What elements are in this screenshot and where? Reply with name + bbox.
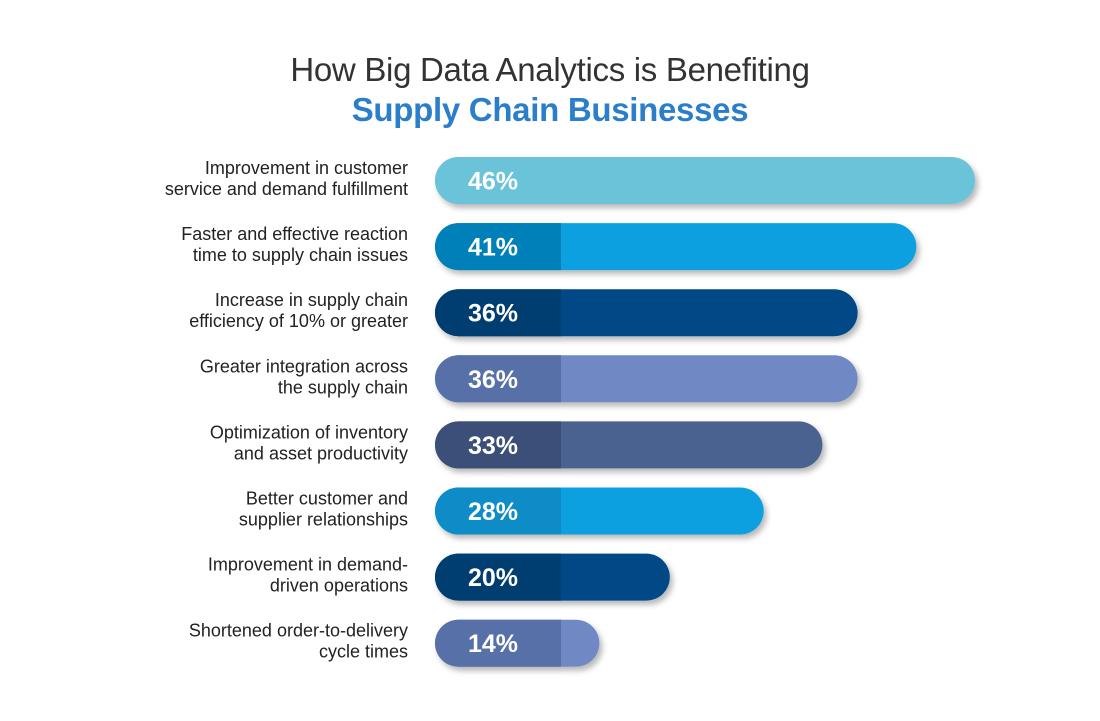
bar-value-block-1: [434, 157, 561, 204]
category-label-2: Faster and effective reaction time to sup…: [181, 224, 408, 265]
bar-5: [434, 421, 823, 469]
category-label-line: and asset productivity: [234, 443, 408, 463]
chart-title-line2: Supply Chain Businesses: [351, 91, 749, 128]
value-label-1: 46%: [468, 168, 518, 196]
bars-group: 46% Improvement in customer service and de…: [165, 157, 976, 667]
bar-value-block-2: [434, 223, 561, 271]
bar-1: [434, 157, 976, 204]
bar-value-block-8: [434, 619, 561, 667]
category-label-4: Greater integration across the supply cha…: [200, 356, 408, 397]
value-label-5: 33%: [468, 432, 518, 460]
bar-value-block-4: [434, 355, 561, 403]
category-label-3: Increase in supply chain efficiency of 10…: [189, 290, 408, 331]
category-label-line: Faster and effective reaction: [181, 224, 408, 244]
bar-4: [434, 355, 858, 403]
value-label-8: 14%: [468, 630, 518, 658]
category-label-line: cycle times: [319, 642, 408, 662]
category-label-line: Improvement in customer: [205, 158, 408, 178]
bar-value-block-7: [434, 553, 561, 601]
bar-value-block-5: [434, 421, 561, 469]
category-label-8: Shortened order-to-delivery cycle times: [189, 621, 408, 662]
category-label-6: Better customer and supplier relationship…: [239, 489, 408, 530]
bar-7: [434, 553, 670, 601]
bar-value-block-6: [434, 487, 561, 535]
bar-fill-1: [435, 157, 976, 204]
value-label-3: 36%: [468, 300, 518, 328]
bar-3: [434, 289, 858, 337]
category-label-line: Optimization of inventory: [210, 422, 408, 442]
category-label-line: driven operations: [270, 576, 408, 596]
category-label-line: Improvement in demand-: [208, 555, 408, 575]
category-label-5: Optimization of inventory and asset produ…: [210, 422, 408, 463]
category-label-line: supplier relationships: [239, 510, 408, 530]
category-label-line: service and demand fulfillment: [165, 179, 408, 199]
category-label-line: Increase in supply chain: [215, 290, 408, 310]
chart-title: How Big Data Analytics is Benefiting Sup…: [0, 50, 1100, 130]
category-label-line: Better customer and: [246, 489, 408, 509]
bar-6: [434, 487, 764, 535]
category-label-line: the supply chain: [278, 377, 408, 397]
value-label-4: 36%: [468, 366, 518, 394]
value-label-7: 20%: [468, 564, 518, 592]
value-label-6: 28%: [468, 498, 518, 526]
chart-title-line1: How Big Data Analytics is Benefiting: [290, 51, 810, 88]
category-label-7: Improvement in demand-driven operations: [208, 555, 408, 596]
bar-2: [434, 223, 917, 271]
category-label-line: time to supply chain issues: [193, 245, 408, 265]
category-label-line: Greater integration across: [200, 356, 408, 376]
category-label-line: Shortened order-to-delivery: [189, 621, 408, 641]
bar-8: [434, 619, 600, 667]
category-label-1: Improvement in customer service and deman…: [165, 158, 408, 199]
bar-value-block-3: [434, 289, 561, 337]
value-label-2: 41%: [468, 234, 518, 262]
category-label-line: efficiency of 10% or greater: [189, 311, 408, 331]
